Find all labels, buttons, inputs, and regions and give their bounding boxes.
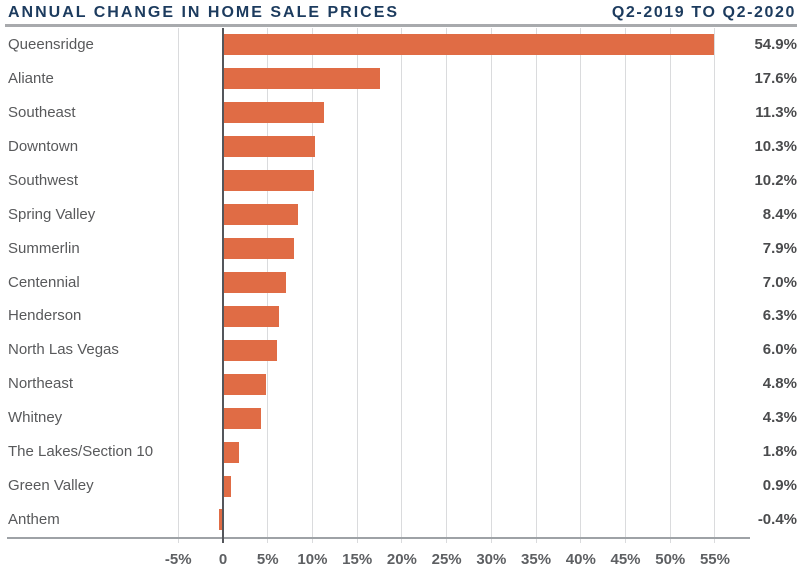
bar	[223, 34, 715, 56]
value-label: 0.9%	[762, 477, 797, 495]
bar-chart: -5% 0 5% 10% 15% 20% 25% 30% 35% 40% 45% 50% 55% Quee…	[0, 28, 800, 576]
gridline	[177, 28, 179, 543]
value-label: 10.2%	[754, 171, 797, 189]
category-label: Henderson	[8, 307, 82, 325]
bar	[223, 102, 325, 124]
x-tick-label: 30%	[476, 551, 507, 568]
bar	[223, 271, 286, 293]
gridline	[669, 28, 671, 543]
bar	[223, 170, 315, 192]
x-tick-label: 0	[218, 551, 228, 568]
x-tick-label: 15%	[342, 551, 373, 568]
category-label: Aliante	[8, 69, 54, 87]
gridline	[490, 28, 492, 543]
value-label: 4.8%	[762, 375, 797, 393]
chart-header: ANNUAL CHANGE IN HOME SALE PRICES Q2-201…	[8, 4, 796, 22]
x-axis-baseline	[7, 537, 750, 539]
value-label: 8.4%	[762, 205, 797, 223]
value-label: 54.9%	[754, 36, 797, 53]
bar	[223, 339, 277, 361]
x-tick-label: 5%	[256, 551, 279, 568]
x-tick-label: 10%	[297, 551, 328, 568]
category-label: Centennial	[8, 273, 80, 291]
value-label: -0.4%	[757, 511, 797, 529]
x-tick-label: 20%	[386, 551, 417, 568]
bar	[223, 305, 280, 327]
gridline	[580, 28, 582, 543]
chart-period: Q2-2019 TO Q2-2020	[611, 4, 796, 21]
value-label: 10.3%	[754, 137, 797, 155]
chart-title: ANNUAL CHANGE IN HOME SALE PRICES	[8, 4, 400, 21]
bar	[223, 475, 232, 497]
gridline	[401, 28, 403, 543]
value-label: 7.9%	[762, 239, 797, 257]
category-label: Northeast	[8, 375, 74, 393]
value-label: 6.3%	[762, 307, 797, 325]
category-label: Southeast	[8, 103, 76, 121]
x-tick-label: 35%	[521, 551, 552, 568]
value-label: 17.6%	[754, 69, 797, 87]
category-label: Southwest	[8, 171, 79, 189]
value-label: 6.0%	[762, 341, 797, 359]
value-label: 4.3%	[762, 409, 797, 427]
x-tick-label: 40%	[565, 551, 596, 568]
x-tick-label: -5%	[164, 551, 192, 568]
bar	[219, 509, 223, 531]
category-label: Green Valley	[8, 477, 94, 495]
x-tick-label: 45%	[610, 551, 641, 568]
value-label: 11.3%	[755, 103, 797, 121]
bar	[223, 136, 316, 158]
category-label: Whitney	[8, 409, 63, 427]
bar	[223, 68, 381, 90]
zero-axis-line	[222, 28, 224, 543]
category-label: Anthem	[8, 511, 60, 529]
category-label: Summerlin	[8, 239, 80, 257]
bar	[223, 373, 266, 395]
category-label: The Lakes/Section 10	[8, 443, 154, 461]
category-label: North Las Vegas	[8, 341, 119, 359]
category-label: Queensridge	[8, 36, 94, 53]
gridline	[311, 28, 313, 543]
gridline	[356, 28, 358, 543]
bar	[223, 238, 294, 260]
value-label: 7.0%	[762, 273, 797, 291]
bar	[223, 407, 262, 429]
gridline	[535, 28, 537, 543]
category-label: Spring Valley	[8, 205, 96, 223]
bar	[223, 204, 299, 226]
x-tick-label: 55%	[699, 551, 730, 568]
x-tick-label: 25%	[431, 551, 462, 568]
value-label: 1.8%	[762, 443, 797, 461]
bar	[223, 441, 240, 463]
x-tick-label: 50%	[655, 551, 686, 568]
category-label: Downtown	[8, 137, 79, 155]
header-divider	[5, 24, 797, 27]
gridline	[446, 28, 448, 543]
gridline	[625, 28, 627, 543]
gridline	[714, 28, 716, 543]
